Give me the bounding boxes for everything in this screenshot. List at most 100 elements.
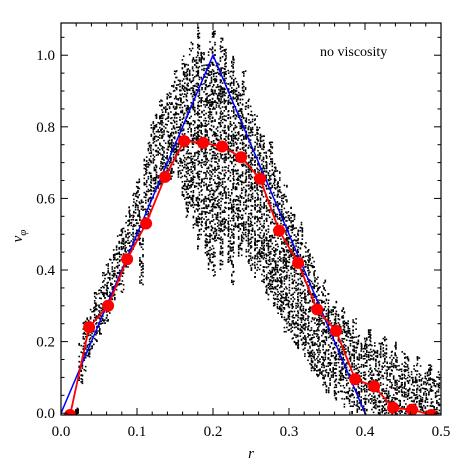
scatter-point (129, 245, 131, 247)
scatter-point (235, 98, 238, 101)
scatter-point (258, 206, 261, 209)
scatter-point (164, 127, 167, 129)
scatter-point (114, 297, 116, 300)
scatter-point (206, 134, 208, 137)
scatter-point (225, 77, 227, 80)
scatter-point (257, 139, 259, 141)
scatter-point (211, 210, 214, 212)
scatter-point (265, 165, 268, 168)
scatter-point (211, 46, 214, 49)
scatter-point (263, 254, 265, 256)
scatter-point (229, 102, 232, 105)
scatter-point (142, 262, 144, 265)
scatter-point (212, 206, 215, 208)
scatter-point (235, 183, 238, 185)
scatter-point (139, 263, 141, 265)
scatter-point (203, 161, 205, 163)
scatter-point (209, 177, 211, 180)
scatter-point (205, 238, 207, 240)
scatter-point (102, 319, 104, 322)
scatter-point (221, 229, 224, 232)
scatter-point (261, 229, 263, 232)
scatter-point (248, 262, 250, 264)
scatter-point (207, 235, 210, 237)
scatter-point (143, 182, 146, 184)
scatter-point (224, 72, 226, 75)
scatter-point (111, 288, 114, 290)
scatter-point (225, 153, 227, 155)
scatter-point (83, 338, 86, 340)
scatter-point (249, 255, 252, 257)
scatter-point (218, 86, 220, 88)
scatter-point (78, 366, 80, 369)
scatter-point (207, 257, 210, 260)
scatter-point (273, 268, 276, 271)
scatter-point (214, 182, 216, 184)
scatter-point (173, 137, 176, 139)
scatter-point (283, 330, 286, 333)
scatter-point (244, 150, 247, 153)
scatter-point (135, 231, 138, 233)
scatter-point (215, 72, 218, 74)
scatter-point (258, 252, 261, 254)
scatter-point (168, 162, 171, 165)
scatter-point (241, 231, 244, 234)
scatter-point (204, 160, 207, 163)
scatter-point (241, 143, 244, 146)
scatter-point (153, 166, 156, 169)
scatter-point (205, 112, 207, 115)
scatter-point (159, 148, 161, 151)
scatter-point (234, 159, 237, 161)
scatter-point (263, 213, 265, 215)
scatter-point (167, 94, 170, 96)
scatter-point (267, 172, 270, 175)
scatter-point (262, 258, 265, 260)
scatter-point (207, 253, 210, 255)
scatter-point (147, 166, 150, 168)
scatter-point (237, 104, 240, 107)
scatter-point (84, 320, 87, 323)
scatter-point (225, 65, 227, 68)
scatter-point (280, 278, 282, 280)
scatter-point (225, 201, 227, 204)
scatter-point (219, 102, 222, 105)
scatter-point (235, 100, 238, 102)
scatter-point (227, 151, 230, 153)
scatter-point (227, 240, 230, 243)
scatter-point (224, 68, 226, 70)
scatter-point (219, 112, 222, 114)
scatter-point (227, 110, 229, 113)
scatter-point (76, 412, 79, 415)
scatter-point (203, 198, 205, 201)
scatter-point (109, 258, 111, 261)
scatter-point (204, 117, 207, 120)
scatter-point (197, 83, 200, 85)
scatter-point (147, 198, 150, 201)
scatter-point (220, 70, 222, 72)
scatter-point (215, 134, 218, 137)
scatter-point (190, 161, 192, 164)
scatter-point (93, 316, 96, 319)
scatter-point (256, 211, 258, 213)
scatter-point (203, 64, 205, 67)
scatter-point (239, 210, 242, 212)
scatter-point (161, 100, 163, 102)
scatter-point (211, 151, 214, 153)
scatter-point (251, 120, 254, 123)
scatter-point (249, 198, 252, 201)
scatter-point (201, 148, 203, 150)
scatter-point (209, 212, 211, 214)
scatter-point (214, 213, 216, 215)
scatter-point (139, 218, 141, 220)
scatter-point (237, 177, 239, 179)
scatter-point (279, 306, 281, 309)
scatter-point (268, 150, 271, 152)
scatter-point (211, 208, 214, 210)
scatter-point (239, 110, 242, 112)
scatter-point (195, 135, 198, 138)
scatter-point (206, 234, 208, 237)
scatter-point (245, 102, 248, 104)
scatter-point (83, 331, 86, 334)
scatter-point (175, 107, 178, 109)
scatter-point (120, 253, 123, 256)
